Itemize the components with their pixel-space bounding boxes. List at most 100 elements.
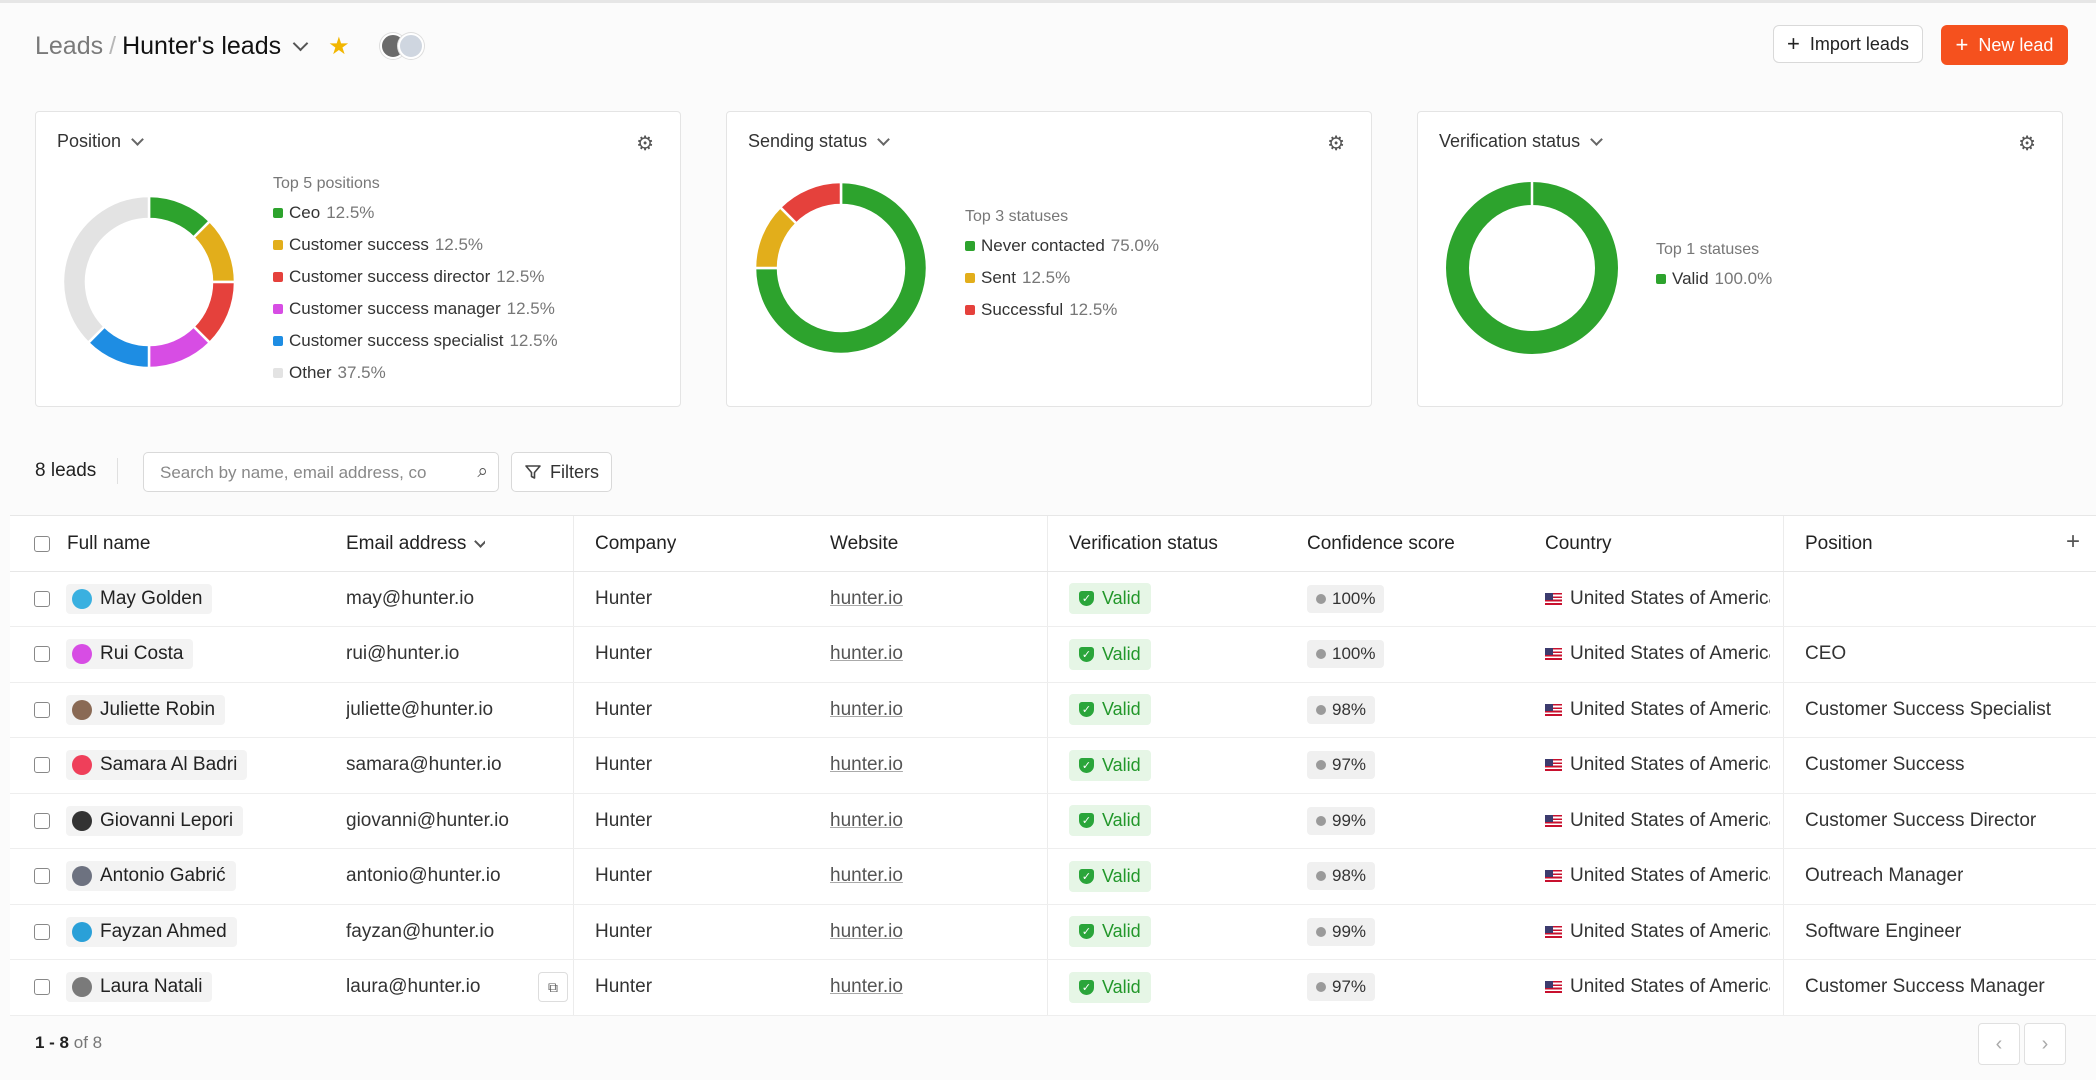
column-header-position[interactable]: Position — [1805, 532, 1873, 554]
table-row[interactable]: Rui Costa rui@hunter.io Hunter hunter.io ✓ Va… — [10, 627, 2096, 683]
prev-page-button[interactable]: ‹ — [1978, 1023, 2020, 1065]
lead-name-chip[interactable]: May Golden — [66, 583, 213, 614]
row-checkbox[interactable] — [34, 979, 50, 995]
status-badge: ✓ Valid — [1069, 971, 1151, 1003]
lead-website-link[interactable]: hunter.io — [830, 643, 903, 664]
status-label: Valid — [1102, 976, 1141, 997]
lead-name: Giovanni Lepori — [100, 809, 234, 831]
filters-button[interactable]: Filters — [511, 452, 612, 492]
legend-percent: 12.5% — [434, 235, 484, 254]
lead-name-chip[interactable]: Laura Natali — [66, 972, 213, 1002]
gear-icon[interactable]: ⚙ — [636, 133, 654, 155]
lead-name-chip[interactable]: Rui Costa — [66, 639, 194, 669]
table-row[interactable]: Fayzan Ahmed fayzan@hunter.io Hunter hunter… — [10, 904, 2096, 960]
score-dot-icon — [1316, 704, 1326, 715]
column-header-confidence[interactable]: Confidence score — [1307, 532, 1455, 554]
import-leads-button[interactable]: + Import leads — [1773, 25, 1923, 63]
lead-website-link[interactable]: hunter.io — [830, 754, 903, 775]
lead-email[interactable]: samara@hunter.io — [346, 754, 502, 775]
new-lead-button[interactable]: + New lead — [1941, 25, 2068, 65]
lead-website-link[interactable]: hunter.io — [830, 920, 903, 942]
lead-website-link[interactable]: hunter.io — [830, 587, 903, 609]
card-title-dropdown[interactable]: Sending status — [748, 131, 890, 152]
legend-item: Never contacted 75.0% — [965, 234, 1159, 266]
column-header-website[interactable]: Website — [830, 532, 899, 554]
lead-company: Hunter — [595, 754, 653, 775]
avatar — [72, 644, 92, 664]
shared-avatars[interactable] — [379, 33, 424, 59]
pagination-total: of 8 — [73, 1033, 103, 1052]
score-value: 99% — [1332, 921, 1367, 941]
table-row[interactable]: Antonio Gabrić antonio@hunter.io Hunter hun… — [10, 849, 2096, 905]
gear-icon[interactable]: ⚙ — [1327, 133, 1345, 155]
copy-icon[interactable]: ⧉ — [538, 972, 568, 1002]
card-title-dropdown[interactable]: Verification status — [1439, 131, 1603, 152]
table-row[interactable]: Juliette Robin juliette@hunter.io Hunter hu… — [10, 682, 2096, 738]
lead-email[interactable]: antonio@hunter.io — [346, 865, 501, 886]
verification-status-card: Verification status ⚙ Top 1 statuses Val… — [1417, 111, 2063, 407]
select-all-checkbox[interactable] — [34, 535, 50, 552]
lead-position: CEO — [1805, 643, 1847, 664]
legend-item: Customer success specialist 12.5% — [273, 329, 558, 361]
lead-company: Hunter — [595, 976, 653, 997]
column-header-country[interactable]: Country — [1545, 532, 1612, 554]
lead-name: Juliette Robin — [100, 698, 216, 720]
row-checkbox[interactable] — [34, 701, 50, 718]
score-dot-icon — [1316, 982, 1326, 992]
gear-icon[interactable]: ⚙ — [2018, 133, 2036, 155]
donut-slice-customer-success — [191, 219, 236, 284]
row-checkbox[interactable] — [34, 590, 50, 607]
search-box[interactable]: ⌕ — [143, 452, 499, 492]
shield-check-icon: ✓ — [1079, 757, 1094, 773]
legend-swatch — [273, 272, 283, 282]
lead-website-link[interactable]: hunter.io — [830, 698, 903, 720]
legend-swatch — [273, 240, 283, 250]
shield-check-icon: ✓ — [1079, 868, 1094, 884]
chevron-down-icon[interactable] — [292, 35, 309, 51]
lead-name-chip[interactable]: Juliette Robin — [66, 694, 226, 725]
card-title-dropdown[interactable]: Position — [57, 131, 144, 152]
avatar — [72, 921, 92, 942]
lead-website-link[interactable]: hunter.io — [830, 809, 903, 831]
table-row[interactable]: Giovanni Lepori giovanni@hunter.io Hunter h… — [10, 793, 2096, 849]
lead-name-chip[interactable]: Samara Al Badri — [66, 750, 248, 780]
lead-email[interactable]: juliette@hunter.io — [346, 698, 494, 720]
lead-email[interactable]: fayzan@hunter.io — [346, 920, 495, 942]
table-row[interactable]: May Golden may@hunter.io Hunter hunter.io ✓ V… — [10, 571, 2096, 627]
lead-website-link[interactable]: hunter.io — [830, 865, 903, 886]
search-input[interactable] — [158, 461, 452, 485]
lead-position: Customer Success — [1805, 754, 1965, 775]
row-checkbox[interactable] — [34, 812, 50, 829]
next-page-button[interactable]: › — [2024, 1023, 2066, 1065]
lead-email[interactable]: laura@hunter.io — [346, 976, 481, 997]
lead-name-chip[interactable]: Antonio Gabrić — [66, 861, 236, 891]
lead-email[interactable]: giovanni@hunter.io — [346, 809, 509, 831]
sending-status-card: Sending status ⚙ Top 3 statuses Never co… — [726, 111, 1372, 407]
lead-name-chip[interactable]: Fayzan Ahmed — [66, 916, 237, 947]
score-value: 98% — [1332, 866, 1367, 885]
confidence-badge: 98% — [1307, 695, 1376, 724]
breadcrumb-leads-link[interactable]: Leads — [35, 31, 104, 60]
column-header-email[interactable]: Email address — [346, 516, 486, 571]
lead-email[interactable]: rui@hunter.io — [346, 643, 460, 664]
column-header-full-name[interactable]: Full name — [67, 532, 151, 554]
row-checkbox[interactable] — [34, 923, 50, 940]
lead-website-link[interactable]: hunter.io — [830, 976, 903, 997]
legend-percent: 12.5% — [496, 267, 545, 286]
star-icon[interactable]: ★ — [328, 32, 350, 60]
column-header-company[interactable]: Company — [595, 532, 677, 554]
legend-label: Successful — [981, 300, 1064, 319]
position-donut — [62, 195, 236, 369]
row-checkbox[interactable] — [34, 646, 50, 662]
search-icon[interactable]: ⌕ — [477, 461, 488, 482]
shield-check-icon: ✓ — [1079, 979, 1094, 995]
table-row[interactable]: Samara Al Badri samara@hunter.io Hunter hun… — [10, 738, 2096, 794]
lead-email[interactable]: may@hunter.io — [346, 587, 475, 609]
add-column-icon[interactable]: + — [2065, 528, 2080, 555]
lead-name-chip[interactable]: Giovanni Lepori — [66, 805, 244, 836]
row-checkbox[interactable] — [34, 757, 50, 773]
status-label: Valid — [1102, 754, 1141, 775]
row-checkbox[interactable] — [34, 868, 50, 884]
column-header-verification[interactable]: Verification status — [1069, 532, 1218, 554]
table-row[interactable]: Laura Natali laura@hunter.io ⧉ Hunter hunter… — [10, 960, 2096, 1016]
